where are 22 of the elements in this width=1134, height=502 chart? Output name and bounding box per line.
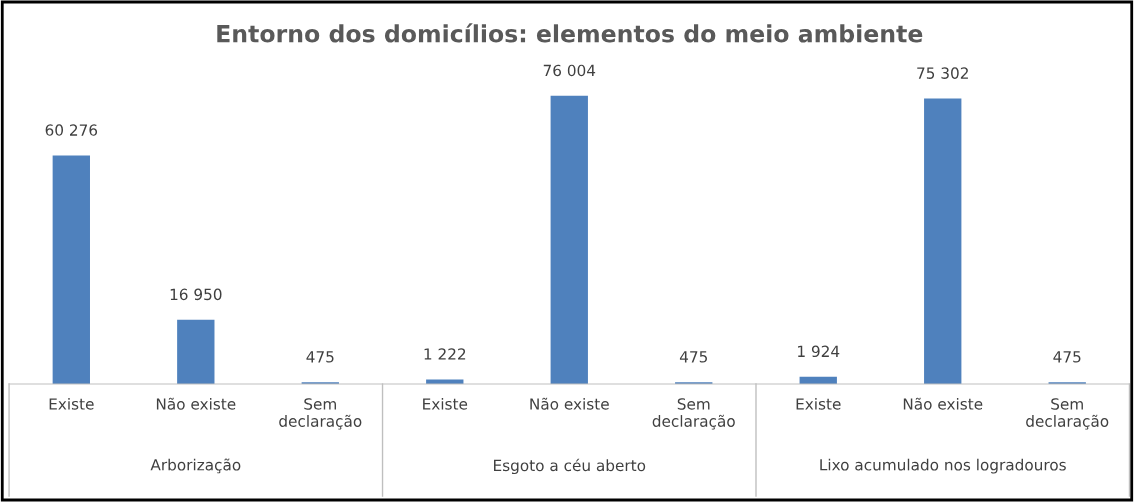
data-label: 1 222: [424, 348, 466, 360]
data-label: 1 924: [798, 345, 840, 358]
x-tick-label: Sem declaração: [652, 398, 735, 430]
x-tick-label: Sem declaração: [1026, 398, 1109, 430]
x-tick-label: Não existe: [903, 397, 983, 410]
data-label: 475: [679, 351, 707, 363]
x-tick-label: Existe: [796, 397, 841, 410]
x-tick-label: Existe: [423, 397, 468, 410]
x-tick-label: Existe: [49, 397, 94, 410]
x-tick-label: Sem declaração: [279, 398, 362, 430]
x-tick-label: Não existe: [156, 397, 236, 410]
chart-title: Entorno dos domicílios: elementos do meio ambiente: [217, 23, 923, 43]
data-label: 475: [306, 351, 334, 363]
data-label: 60 276: [45, 124, 98, 136]
text: Arborização: [150, 458, 241, 474]
text: Lixo acumulado nos logradouros: [820, 458, 1066, 474]
x-tick-label: Não existe: [530, 397, 609, 410]
data-label: 76 004: [543, 64, 596, 77]
data-label: 475: [1053, 351, 1081, 363]
data-label: 75 302: [917, 67, 968, 79]
text: Esgoto a céu aberto: [494, 458, 646, 475]
data-label: 16 950: [170, 288, 222, 301]
